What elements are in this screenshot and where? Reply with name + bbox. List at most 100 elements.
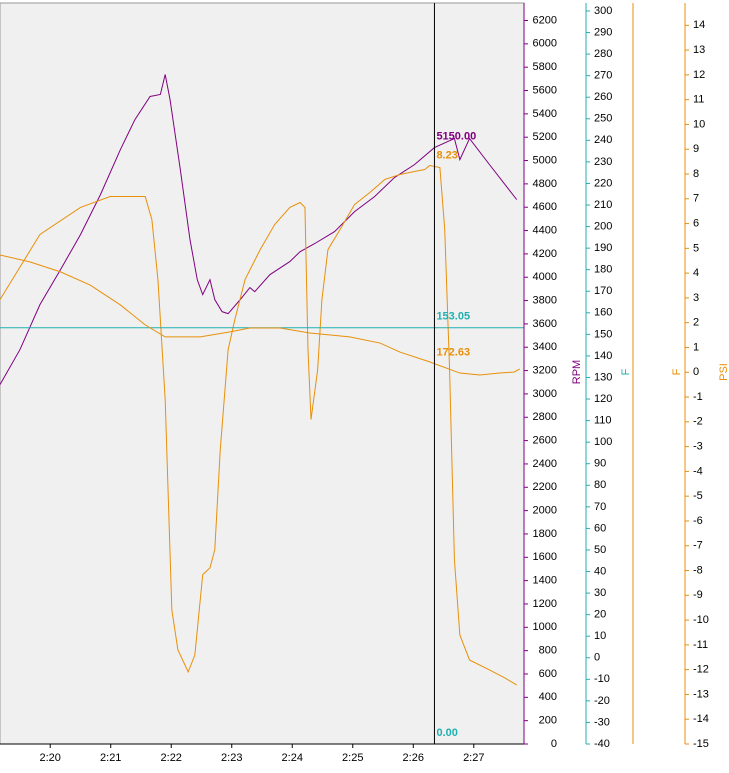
y-tick-label: 9	[693, 143, 699, 155]
y-tick-label: 150	[594, 328, 612, 340]
y-tick-label: 4600	[533, 201, 557, 213]
y-tick-label: -30	[594, 716, 610, 728]
y-tick-label: 300	[594, 5, 612, 17]
x-tick-label: 2:24	[282, 752, 303, 764]
y-tick-label: 8	[693, 168, 699, 180]
y-tick-label: 600	[539, 668, 557, 680]
y-tick-label: -8	[693, 564, 703, 576]
y-tick-label: -13	[693, 688, 709, 700]
y-tick-label: 190	[594, 242, 612, 254]
cursor-readout: 153.05	[436, 311, 470, 323]
y-tick-label: 0	[693, 366, 699, 378]
plot-layer	[0, 74, 524, 744]
y-tick-label: -5	[693, 490, 703, 502]
y-axis-title: PSI	[718, 363, 729, 381]
y-tick-label: 5400	[533, 108, 557, 120]
cursor-readout: 0.00	[436, 727, 457, 739]
y-tick-label: -10	[693, 614, 709, 626]
y-tick-label: -4	[693, 465, 703, 477]
y-tick-label: -20	[594, 695, 610, 707]
y-tick-label: 4400	[533, 224, 557, 236]
y-tick-label: 0	[594, 652, 600, 664]
y-tick-label: -7	[693, 540, 703, 552]
y-tick-label: -9	[693, 589, 703, 601]
y-axis-title: F	[620, 368, 632, 375]
y-tick-label: 140	[594, 350, 612, 362]
x-tick-label: 2:21	[100, 752, 121, 764]
y-tick-label: 800	[539, 645, 557, 657]
y-tick-label: 100	[594, 436, 612, 448]
y-tick-label: 60	[594, 522, 606, 534]
y-tick-label: 90	[594, 458, 606, 470]
y-tick-label: 0	[551, 738, 557, 750]
y-tick-label: 5	[693, 242, 699, 254]
y-tick-label: -15	[693, 738, 709, 750]
y-tick-label: 5800	[533, 61, 557, 73]
y-tick-label: 70	[594, 501, 606, 513]
y-tick-label: -3	[693, 441, 703, 453]
x-tick-label: 2:26	[403, 752, 424, 764]
y-tick-label: 3600	[533, 318, 557, 330]
series-line	[0, 74, 518, 385]
y-tick-label: 7	[693, 193, 699, 205]
y-tick-label: -11	[693, 639, 708, 651]
cursor-readout: 5150.00	[436, 130, 476, 142]
y-tick-label: 180	[594, 264, 612, 276]
y-tick-label: 10	[594, 630, 606, 642]
y-tick-label: 270	[594, 70, 612, 82]
y-tick-label: 1000	[533, 621, 557, 633]
y-tick-label: 250	[594, 113, 612, 125]
y-tick-label: 130	[594, 371, 612, 383]
y-tick-label: 40	[594, 565, 606, 577]
y-tick-label: 230	[594, 156, 612, 168]
y-tick-label: 400	[539, 691, 557, 703]
y-tick-label: 11	[693, 94, 704, 106]
y-tick-label: 13	[693, 44, 705, 56]
series-line	[0, 254, 521, 376]
y-tick-label: -1	[693, 391, 703, 403]
y-tick-label: -12	[693, 664, 709, 676]
y-tick-label: 3800	[533, 294, 557, 306]
y-tick-label: 4	[693, 267, 699, 279]
y-tick-label: -40	[594, 738, 610, 750]
x-tick-label: 2:27	[463, 752, 484, 764]
plot-area	[0, 2, 525, 745]
y-tick-label: 260	[594, 91, 612, 103]
y-tick-label: 1400	[533, 575, 557, 587]
y-tick-label: 12	[693, 69, 705, 81]
y-tick-label: 1	[693, 341, 699, 353]
y-tick-label: -10	[594, 673, 610, 685]
y-tick-label: 30	[594, 587, 606, 599]
y-tick-label: -6	[693, 515, 703, 527]
y-tick-label: 3000	[533, 388, 557, 400]
y-tick-label: 1600	[533, 551, 557, 563]
y-tick-label: 2400	[533, 458, 557, 470]
x-tick-label: 2:23	[221, 752, 242, 764]
y-tick-label: 170	[594, 285, 612, 297]
y-tick-label: 3400	[533, 341, 557, 353]
y-tick-label: 50	[594, 544, 606, 556]
y-tick-label: 10	[693, 118, 705, 130]
y-tick-label: 6	[693, 217, 699, 229]
y-tick-label: 6000	[533, 38, 557, 50]
y-tick-label: 2	[693, 317, 699, 329]
y-tick-label: 6200	[533, 14, 557, 26]
y-tick-label: 2000	[533, 505, 557, 517]
y-tick-label: 4000	[533, 271, 557, 283]
y-axis-title: RPM	[571, 360, 583, 384]
y-tick-label: 3	[693, 292, 699, 304]
y-tick-label: 4800	[533, 178, 557, 190]
series-line	[0, 165, 517, 686]
y-tick-label: 5200	[533, 131, 557, 143]
y-tick-label: 210	[594, 199, 612, 211]
cursor-readout: 8.23	[436, 149, 457, 161]
y-tick-label: 200	[594, 220, 612, 232]
y-tick-label: 280	[594, 48, 612, 60]
y-tick-label: 290	[594, 26, 612, 38]
y-tick-label: 160	[594, 307, 612, 319]
y-tick-label: 2200	[533, 481, 557, 493]
y-tick-label: 1800	[533, 528, 557, 540]
y-tick-label: 5000	[533, 154, 557, 166]
y-tick-label: 240	[594, 134, 612, 146]
